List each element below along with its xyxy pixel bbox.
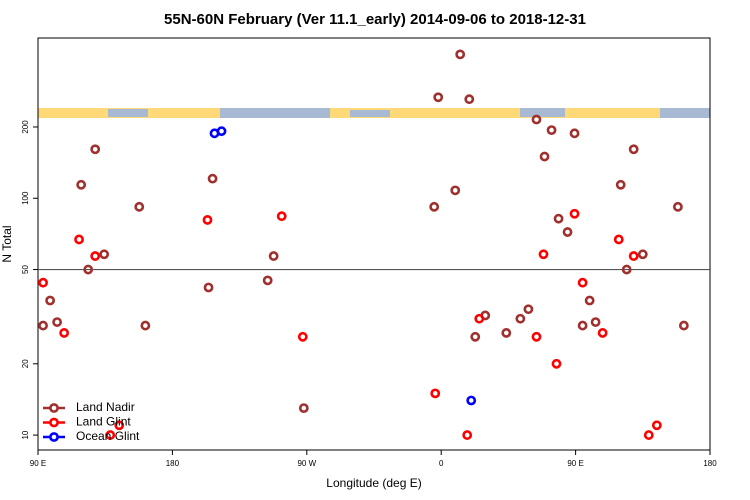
point xyxy=(462,430,473,440)
point xyxy=(501,328,512,338)
point xyxy=(569,128,580,139)
point xyxy=(637,249,648,260)
point xyxy=(450,185,461,196)
point xyxy=(276,211,287,222)
point xyxy=(90,144,101,155)
point xyxy=(569,208,580,219)
point xyxy=(538,249,549,260)
point xyxy=(577,277,588,288)
point xyxy=(202,215,213,225)
x-tick-label: 0 xyxy=(439,459,444,468)
point xyxy=(590,317,601,327)
legend-marker xyxy=(49,432,59,442)
legend-marker xyxy=(49,417,59,428)
point xyxy=(553,213,564,224)
point xyxy=(678,320,689,331)
legend-label: Land Nadir xyxy=(76,400,135,414)
plot-frame xyxy=(37,37,711,451)
point xyxy=(672,201,683,212)
point xyxy=(562,227,573,237)
point xyxy=(429,201,440,212)
x-tick-label: 180 xyxy=(703,459,717,468)
point xyxy=(114,420,125,431)
x-axis-label: Longitude (deg E) xyxy=(326,476,421,490)
legend-marker xyxy=(49,403,59,413)
point xyxy=(74,234,84,245)
point xyxy=(546,125,557,135)
point xyxy=(613,234,624,245)
point xyxy=(466,395,477,406)
point xyxy=(597,328,608,338)
point xyxy=(628,251,639,261)
point xyxy=(140,320,151,331)
point xyxy=(83,264,94,275)
point xyxy=(52,317,63,327)
point xyxy=(45,295,55,306)
map-strip xyxy=(38,108,710,118)
point xyxy=(207,173,218,184)
legend-label: Land Glint xyxy=(76,415,131,429)
point xyxy=(298,403,309,413)
legend-label: Ocean Glint xyxy=(76,429,140,443)
point xyxy=(474,313,485,324)
y-tick-label: 200 xyxy=(21,120,30,134)
point xyxy=(531,114,542,125)
y-axis-label: N Total xyxy=(0,225,14,262)
x-tick-label: 90 E xyxy=(567,459,583,468)
point xyxy=(615,179,626,190)
point xyxy=(430,388,441,399)
point xyxy=(268,251,279,261)
point xyxy=(262,275,273,286)
point xyxy=(577,320,588,331)
point xyxy=(628,144,639,155)
x-tick-label: 180 xyxy=(166,459,180,468)
chart-title: 55N-60N February (Ver 11.1_early) 2014-0… xyxy=(164,11,586,28)
point xyxy=(38,277,48,288)
y-tick-label: 20 xyxy=(21,359,30,368)
point xyxy=(621,264,632,275)
y-tick-label: 10 xyxy=(21,430,30,439)
point xyxy=(90,251,101,261)
y-tick-label: 100 xyxy=(21,191,30,205)
point xyxy=(523,304,534,315)
point xyxy=(38,320,48,331)
x-tick-label: 90 E xyxy=(30,459,46,468)
point xyxy=(531,331,542,342)
point xyxy=(643,430,654,440)
point xyxy=(464,94,475,105)
x-tick-label: 90 W xyxy=(297,459,316,468)
point xyxy=(539,151,550,162)
point xyxy=(551,358,562,369)
point xyxy=(76,179,87,190)
point xyxy=(297,331,308,342)
point xyxy=(59,328,70,338)
point xyxy=(470,331,481,342)
point xyxy=(515,313,526,324)
y-tick-label: 50 xyxy=(21,265,30,274)
point xyxy=(651,420,662,431)
point xyxy=(584,295,595,306)
point xyxy=(105,430,116,440)
point xyxy=(99,249,110,260)
point xyxy=(216,126,227,137)
point xyxy=(455,49,466,60)
point xyxy=(203,282,214,293)
point xyxy=(134,201,145,212)
point xyxy=(433,92,444,103)
